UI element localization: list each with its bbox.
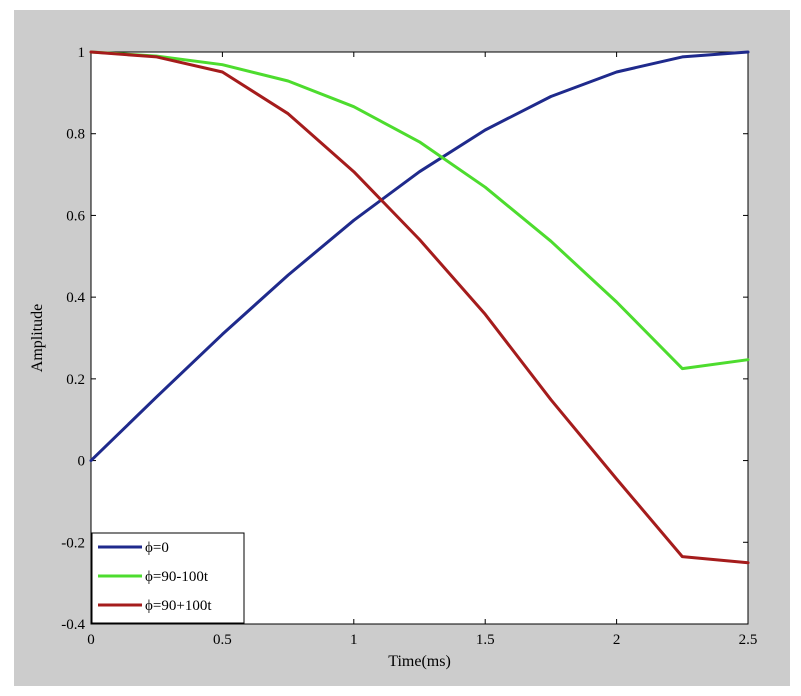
series-line-2 <box>89 50 750 371</box>
y-tick-label: 1 <box>78 45 86 61</box>
series-layer <box>89 50 750 565</box>
x-axis-title: Time(ms) <box>388 653 451 670</box>
line-chart: 0 0.5 1 1.5 2 2.5 -0.4 -0.2 0 0.2 0.4 0.6 0.8 1 Time(… <box>29 45 757 670</box>
y-tick-label: 0.8 <box>66 127 85 143</box>
y-tick-label: 0.2 <box>66 372 85 388</box>
x-tick-label: 1 <box>350 632 358 648</box>
y-tick-label: -0.2 <box>61 535 85 551</box>
x-tick-label: 0 <box>87 632 95 648</box>
x-tick-label: 2 <box>613 632 621 648</box>
y-tick-label: 0.4 <box>66 290 85 306</box>
plot-area <box>90 51 749 625</box>
y-tick-label: 0.6 <box>66 208 85 224</box>
legend-label: ϕ=90-100t <box>145 569 209 585</box>
x-tick-label: 2.5 <box>739 632 758 648</box>
series-line-1 <box>89 50 750 463</box>
y-tick-label: -0.4 <box>61 617 85 633</box>
figure-background: 0 0.5 1 1.5 2 2.5 -0.4 -0.2 0 0.2 0.4 0.6 0.8 1 Time(… <box>14 10 790 686</box>
series-line-3 <box>89 50 750 565</box>
legend-label: ϕ=0 <box>145 540 169 556</box>
ticks-layer: 0 0.5 1 1.5 2 2.5 -0.4 -0.2 0 0.2 0.4 0.6 0.8 1 <box>61 45 757 648</box>
y-tick-label: 0 <box>78 454 86 470</box>
legend-label: ϕ=90+100t <box>145 598 212 614</box>
x-tick-label: 0.5 <box>213 632 232 648</box>
y-axis-title: Amplitude <box>29 304 46 372</box>
legend-items: ϕ=0 ϕ=90-100t ϕ=90+100t <box>98 540 212 614</box>
legend: ϕ=0 ϕ=90-100t ϕ=90+100t <box>91 532 245 624</box>
x-tick-label: 1.5 <box>476 632 495 648</box>
